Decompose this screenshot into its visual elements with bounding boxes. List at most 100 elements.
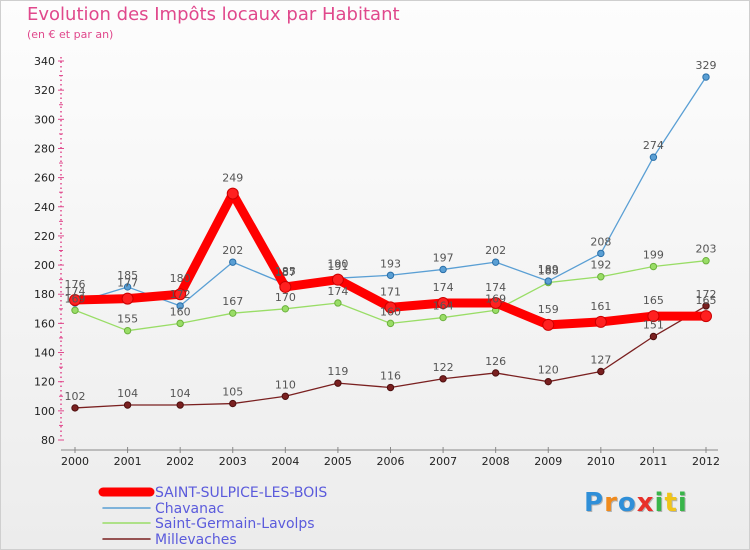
series-point-0 (331, 273, 344, 286)
legend-entry-label: Chavanac (155, 501, 224, 517)
logo-letter: t (664, 488, 678, 518)
x-tick-label: 2012 (692, 455, 720, 468)
series-point-2 (386, 319, 395, 328)
axes: 80 100 120 140 160 180 200 220 240 260 280 300 320 34… (34, 55, 720, 468)
data-label: 174 (65, 285, 86, 298)
series-point-0 (437, 296, 450, 309)
data-label: 191 (327, 260, 348, 273)
legend: SAINT-SULPICE-LES-BOISChavanacSaint-Germ… (98, 485, 327, 548)
series-point-2 (702, 257, 710, 265)
y-tick-label: 140 (34, 347, 55, 360)
data-label: 208 (590, 235, 611, 248)
data-label: 188 (538, 265, 559, 278)
data-label: 122 (433, 361, 454, 374)
data-label: 274 (643, 139, 664, 152)
series-point-3 (439, 375, 447, 383)
data-label: 180 (170, 272, 191, 285)
logo-letter: i (677, 488, 688, 518)
series-point-1 (176, 302, 184, 310)
data-label: 172 (696, 288, 717, 301)
x-tick-label: 2000 (61, 455, 89, 468)
y-tick-label: 320 (34, 84, 55, 97)
logo-letter: o (617, 488, 637, 518)
y-tick-label: 300 (34, 113, 55, 126)
data-label: 169 (65, 292, 86, 305)
series-point-1 (439, 265, 447, 274)
series-point-1 (229, 258, 237, 266)
data-label: 185 (275, 265, 296, 278)
data-label: 193 (380, 257, 401, 270)
data-label: 102 (65, 390, 86, 403)
logo-letter: r (604, 488, 618, 518)
chart-title: Evolution des Impôts locaux par Habitant (27, 4, 400, 25)
y-tick-label: 160 (34, 317, 55, 330)
data-label: 187 (275, 266, 296, 279)
data-label: 169 (485, 292, 506, 305)
y-tick-label: 120 (34, 376, 55, 389)
series-point-1 (649, 153, 658, 161)
series-point-2 (439, 313, 447, 322)
x-tick-label: 2005 (324, 455, 352, 468)
x-tick-label: 2010 (587, 455, 615, 468)
data-label: 329 (696, 59, 717, 72)
series-point-1 (544, 277, 552, 285)
legend-entry-label: SAINT-SULPICE-LES-BOIS (155, 485, 327, 501)
legend-entry-label: Saint-Germain-Lavolps (155, 516, 315, 532)
logo-letter: P (584, 488, 605, 518)
data-label: 105 (222, 386, 243, 399)
data-label: 160 (380, 305, 401, 318)
data-label: 192 (590, 259, 611, 272)
x-tick-label: 2009 (534, 455, 562, 468)
series-point-3 (544, 377, 552, 386)
data-label: 202 (222, 244, 243, 257)
series-point-1 (702, 73, 710, 81)
data-label: 110 (275, 378, 296, 391)
x-tick-label: 2008 (482, 455, 510, 468)
series-point-3 (702, 302, 710, 310)
data-label: 160 (170, 305, 191, 318)
data-label: 127 (590, 353, 611, 366)
data-label: 120 (538, 364, 559, 377)
y-tick-label: 340 (34, 55, 55, 68)
data-label: 185 (117, 269, 138, 282)
series-point-3 (229, 399, 237, 408)
data-label: 170 (275, 291, 296, 304)
data-label: 190 (327, 258, 348, 271)
series-point-0 (121, 292, 134, 305)
data-label: 167 (222, 295, 243, 308)
series-point-2 (334, 299, 342, 307)
data-label: 161 (590, 300, 611, 313)
data-label: 177 (117, 277, 138, 290)
x-tick-label: 2011 (639, 455, 667, 468)
series-point-3 (491, 369, 500, 377)
x-tick-label: 2003 (219, 455, 247, 468)
data-label: 151 (643, 319, 664, 332)
data-label: 159 (538, 303, 559, 316)
data-label: 197 (433, 251, 454, 264)
data-label: 174 (485, 281, 506, 294)
data-label: 176 (65, 278, 86, 291)
series-point-1 (597, 249, 605, 258)
series-point-0 (69, 294, 81, 307)
series-point-0 (279, 280, 292, 293)
series-point-0 (594, 315, 607, 328)
data-label: 116 (380, 370, 401, 383)
data-label: 202 (485, 244, 506, 257)
proxiti-logo: Proxiti (584, 488, 688, 518)
series-point-0 (174, 288, 187, 301)
series-layer (69, 73, 712, 412)
series-point-3 (597, 367, 605, 376)
x-tick-label: 2004 (271, 455, 299, 468)
x-tick-label: 2001 (114, 455, 142, 468)
y-tick-label: 280 (34, 142, 55, 155)
data-label: 171 (380, 285, 401, 298)
data-label: 165 (696, 294, 717, 307)
series-point-2 (176, 319, 184, 328)
series-point-0 (384, 301, 397, 314)
data-label: 172 (170, 288, 191, 301)
data-label: 119 (327, 365, 348, 378)
chart-subtitle: (en € et par an) (27, 28, 114, 41)
series-point-2 (649, 262, 658, 271)
